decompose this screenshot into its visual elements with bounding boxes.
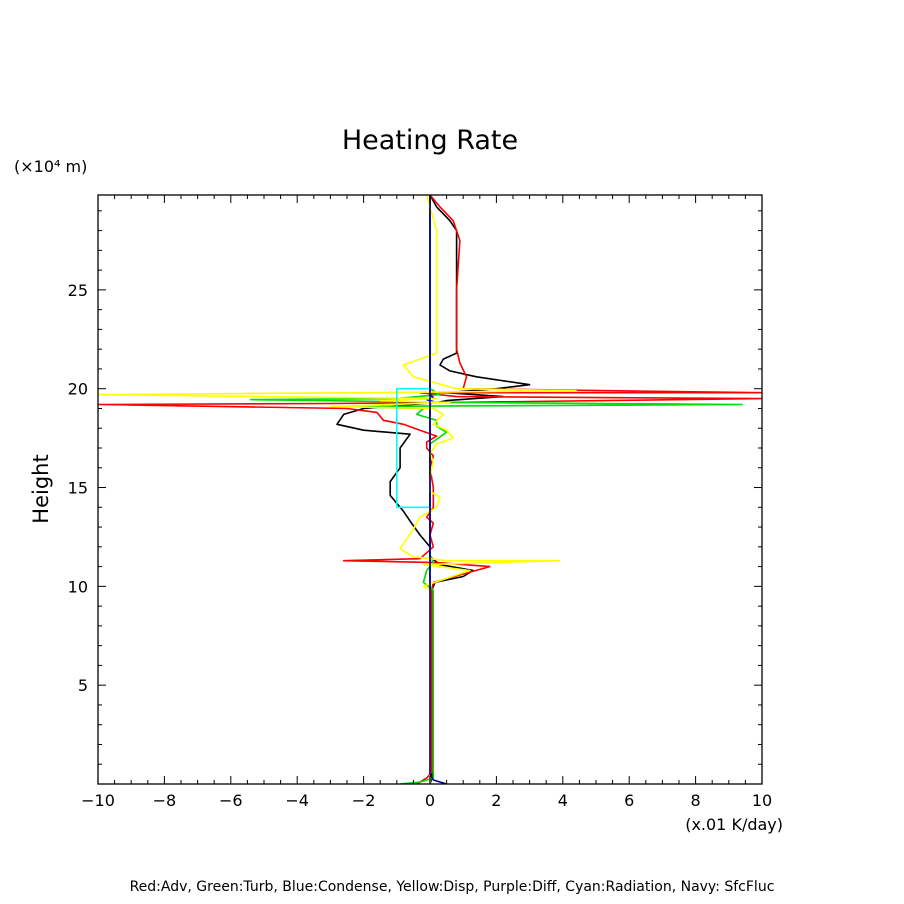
series-line-0 <box>336 195 531 784</box>
x-tick-label: −8 <box>153 791 177 810</box>
series-line-2 <box>249 195 743 784</box>
x-tick-label: 2 <box>491 791 501 810</box>
series-layer <box>98 195 762 784</box>
y-tick-label: 15 <box>68 479 88 498</box>
x-tick-label: 6 <box>624 791 634 810</box>
x-tick-label: 4 <box>558 791 568 810</box>
y-tick-label: 5 <box>78 676 88 695</box>
y-tick-label: 10 <box>68 577 88 596</box>
series-line-1 <box>98 195 762 784</box>
x-tick-label: −4 <box>285 791 309 810</box>
y-tick-label: 25 <box>68 281 88 300</box>
x-tick-label: 10 <box>752 791 772 810</box>
series-line-5 <box>396 387 430 509</box>
x-unit-label: (x.01 K/day) <box>685 815 783 834</box>
series-line-4 <box>98 195 577 784</box>
x-tick-label: 0 <box>425 791 435 810</box>
y-unit-label: (×10⁴ m) <box>14 157 87 176</box>
chart-title: Heating Rate <box>342 125 518 156</box>
x-tick-label: −2 <box>352 791 376 810</box>
series-line-6 <box>429 195 447 784</box>
y-tick-labels: 5 10 15 20 25 <box>68 281 88 695</box>
legend-text: Red:Adv, Green:Turb, Blue:Condense, Yell… <box>130 879 775 895</box>
x-tick-label: −6 <box>219 791 243 810</box>
ticks-layer <box>97 195 763 784</box>
y-axis-label: Height <box>29 454 53 523</box>
x-tick-label: 8 <box>691 791 701 810</box>
x-tick-labels: −10 −8 −6 −4 −2 0 2 4 6 8 10 <box>81 791 772 810</box>
y-tick-label: 20 <box>68 380 88 399</box>
x-tick-label: −10 <box>81 791 115 810</box>
